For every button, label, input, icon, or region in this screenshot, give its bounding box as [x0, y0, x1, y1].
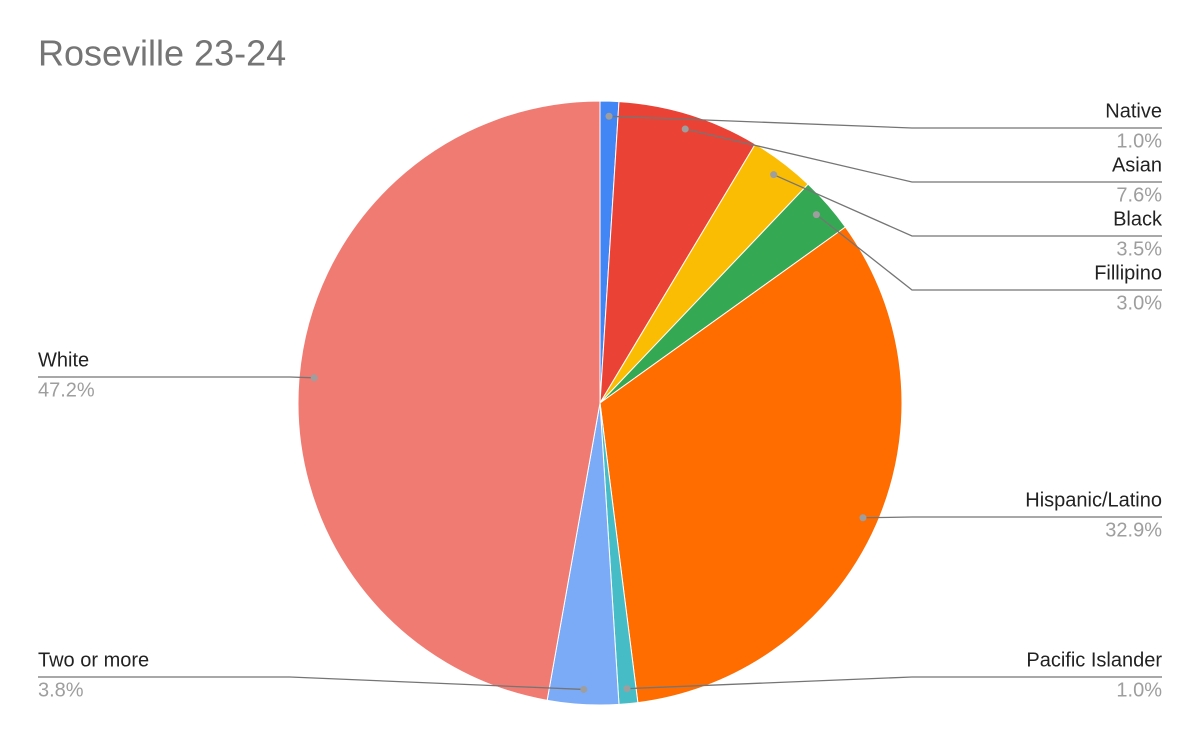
slice-value-label: 3.0%	[1116, 292, 1162, 314]
leader-dot	[859, 514, 867, 522]
slice-label: Hispanic/Latino	[1025, 489, 1162, 511]
leader-dot	[623, 685, 631, 693]
slice-label: Fillipino	[1094, 262, 1162, 284]
leader-line	[773, 174, 1162, 237]
slice-value-label: 1.0%	[1116, 679, 1162, 701]
pie-slice	[297, 100, 601, 701]
slice-label: Native	[1105, 100, 1162, 122]
slice-value-label: 47.2%	[38, 379, 95, 401]
slice-label: Asian	[1112, 154, 1162, 176]
leader-line	[626, 676, 1162, 690]
leader-dot	[605, 112, 613, 120]
slice-label: Pacific Islander	[1026, 649, 1162, 671]
slice-value-label: 1.0%	[1116, 130, 1162, 152]
pie-slice	[599, 226, 903, 704]
leader-line	[862, 516, 1162, 519]
leader-dot	[812, 211, 820, 219]
slice-value-label: 3.8%	[38, 679, 84, 701]
leader-dot	[770, 171, 778, 179]
leader-line	[685, 128, 1162, 183]
slice-value-label: 32.9%	[1105, 519, 1162, 541]
pie-slice	[599, 101, 757, 404]
leader-line	[815, 214, 1162, 291]
slice-value-label: 7.6%	[1116, 184, 1162, 206]
chart-title: Roseville 23-24	[38, 33, 286, 74]
leader-line	[608, 115, 1162, 129]
leader-dot	[580, 685, 588, 693]
leader-dot	[310, 374, 318, 382]
slice-label: Two or more	[38, 649, 149, 671]
slice-label: White	[38, 349, 89, 371]
leader-line	[38, 376, 315, 379]
slice-value-label: 3.5%	[1116, 238, 1162, 260]
leader-dot	[681, 125, 689, 133]
slice-label: Black	[1113, 208, 1163, 230]
leader-line	[38, 676, 584, 691]
